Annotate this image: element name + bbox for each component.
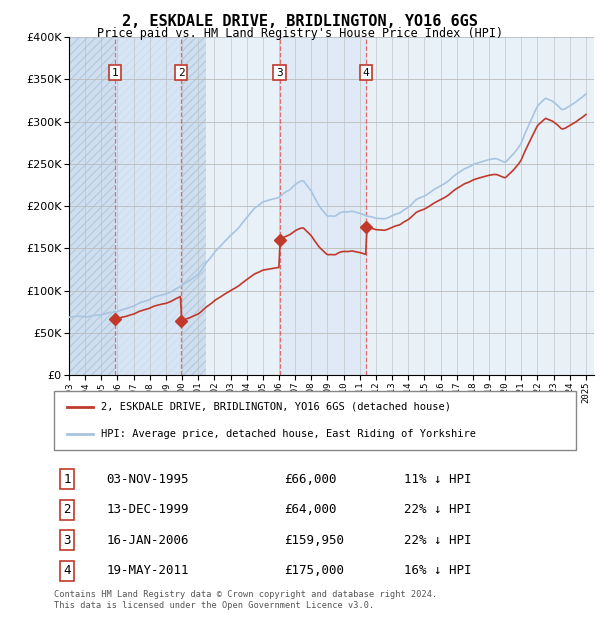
- Text: 1: 1: [64, 472, 71, 485]
- Text: 2, ESKDALE DRIVE, BRIDLINGTON, YO16 6GS (detached house): 2, ESKDALE DRIVE, BRIDLINGTON, YO16 6GS …: [101, 402, 451, 412]
- Text: 16-JAN-2006: 16-JAN-2006: [106, 534, 188, 547]
- Text: 16% ↓ HPI: 16% ↓ HPI: [404, 564, 471, 577]
- Text: 13-DEC-1999: 13-DEC-1999: [106, 503, 188, 516]
- FancyBboxPatch shape: [54, 391, 576, 450]
- Text: 4: 4: [64, 564, 71, 577]
- Text: 22% ↓ HPI: 22% ↓ HPI: [404, 534, 471, 547]
- Text: Price paid vs. HM Land Registry's House Price Index (HPI): Price paid vs. HM Land Registry's House …: [97, 27, 503, 40]
- Text: 03-NOV-1995: 03-NOV-1995: [106, 472, 188, 485]
- Text: 2: 2: [178, 68, 185, 78]
- Text: This data is licensed under the Open Government Licence v3.0.: This data is licensed under the Open Gov…: [54, 601, 374, 611]
- Text: 22% ↓ HPI: 22% ↓ HPI: [404, 503, 471, 516]
- Text: £64,000: £64,000: [284, 503, 336, 516]
- Text: 19-MAY-2011: 19-MAY-2011: [106, 564, 188, 577]
- Text: 4: 4: [362, 68, 369, 78]
- Bar: [280, 37, 366, 375]
- Text: 11% ↓ HPI: 11% ↓ HPI: [404, 472, 471, 485]
- Text: 3: 3: [276, 68, 283, 78]
- Text: 3: 3: [64, 534, 71, 547]
- Text: 2, ESKDALE DRIVE, BRIDLINGTON, YO16 6GS: 2, ESKDALE DRIVE, BRIDLINGTON, YO16 6GS: [122, 14, 478, 29]
- Text: 1: 1: [112, 68, 118, 78]
- Bar: [115, 37, 181, 375]
- Text: HPI: Average price, detached house, East Riding of Yorkshire: HPI: Average price, detached house, East…: [101, 428, 476, 438]
- Text: £159,950: £159,950: [284, 534, 344, 547]
- Text: 2: 2: [64, 503, 71, 516]
- Text: £175,000: £175,000: [284, 564, 344, 577]
- Text: Contains HM Land Registry data © Crown copyright and database right 2024.: Contains HM Land Registry data © Crown c…: [54, 590, 437, 600]
- Text: £66,000: £66,000: [284, 472, 336, 485]
